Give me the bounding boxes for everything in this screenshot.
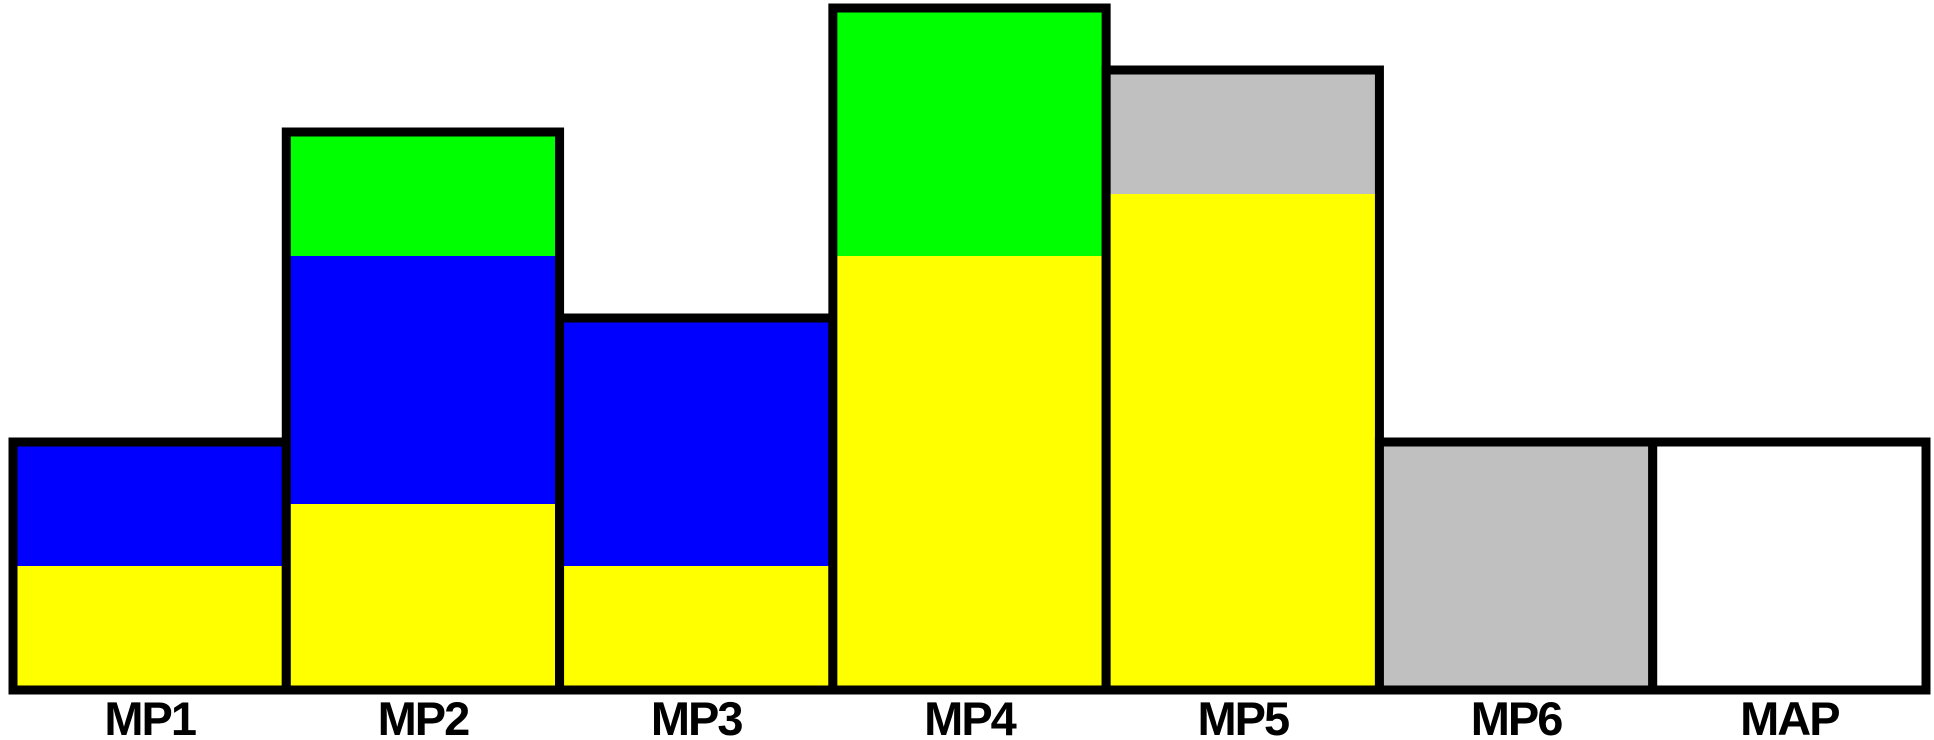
bar-segment-map-1 (1652, 442, 1926, 690)
bar-segment-mp2-1 (286, 504, 560, 690)
bar-segment-mp2-3 (286, 132, 560, 256)
bar-outline-mp5 (1101, 65, 1384, 695)
bar-outline-map (1648, 437, 1931, 695)
bar-segment-mp1-2 (13, 442, 287, 566)
bar-segment-mp3-1 (559, 566, 833, 690)
bar-segment-mp1-1 (13, 566, 287, 690)
category-label-map: MAP (1740, 692, 1839, 740)
bar-segment-mp5-1 (1106, 194, 1380, 690)
category-label-mp3: MP3 (651, 692, 743, 740)
bar-segment-mp3-2 (559, 318, 833, 566)
bar-segment-mp4-2 (832, 8, 1107, 256)
category-label-mp4: MP4 (924, 692, 1017, 740)
bar-segment-mp5-2 (1106, 70, 1380, 194)
category-label-mp2: MP2 (378, 692, 470, 740)
bar-segment-mp6-1 (1379, 442, 1653, 690)
category-labels-group: MP1 MP2 MP3 MP4 MP5 MP6 MAP (104, 692, 1841, 740)
bar-segment-mp2-2 (286, 256, 560, 504)
bars-group (8, 3, 1931, 695)
category-label-mp1: MP1 (104, 692, 196, 740)
bar-segment-mp4-1 (832, 256, 1107, 690)
category-label-mp5: MP5 (1197, 692, 1289, 740)
category-label-mp6: MP6 (1471, 692, 1563, 740)
